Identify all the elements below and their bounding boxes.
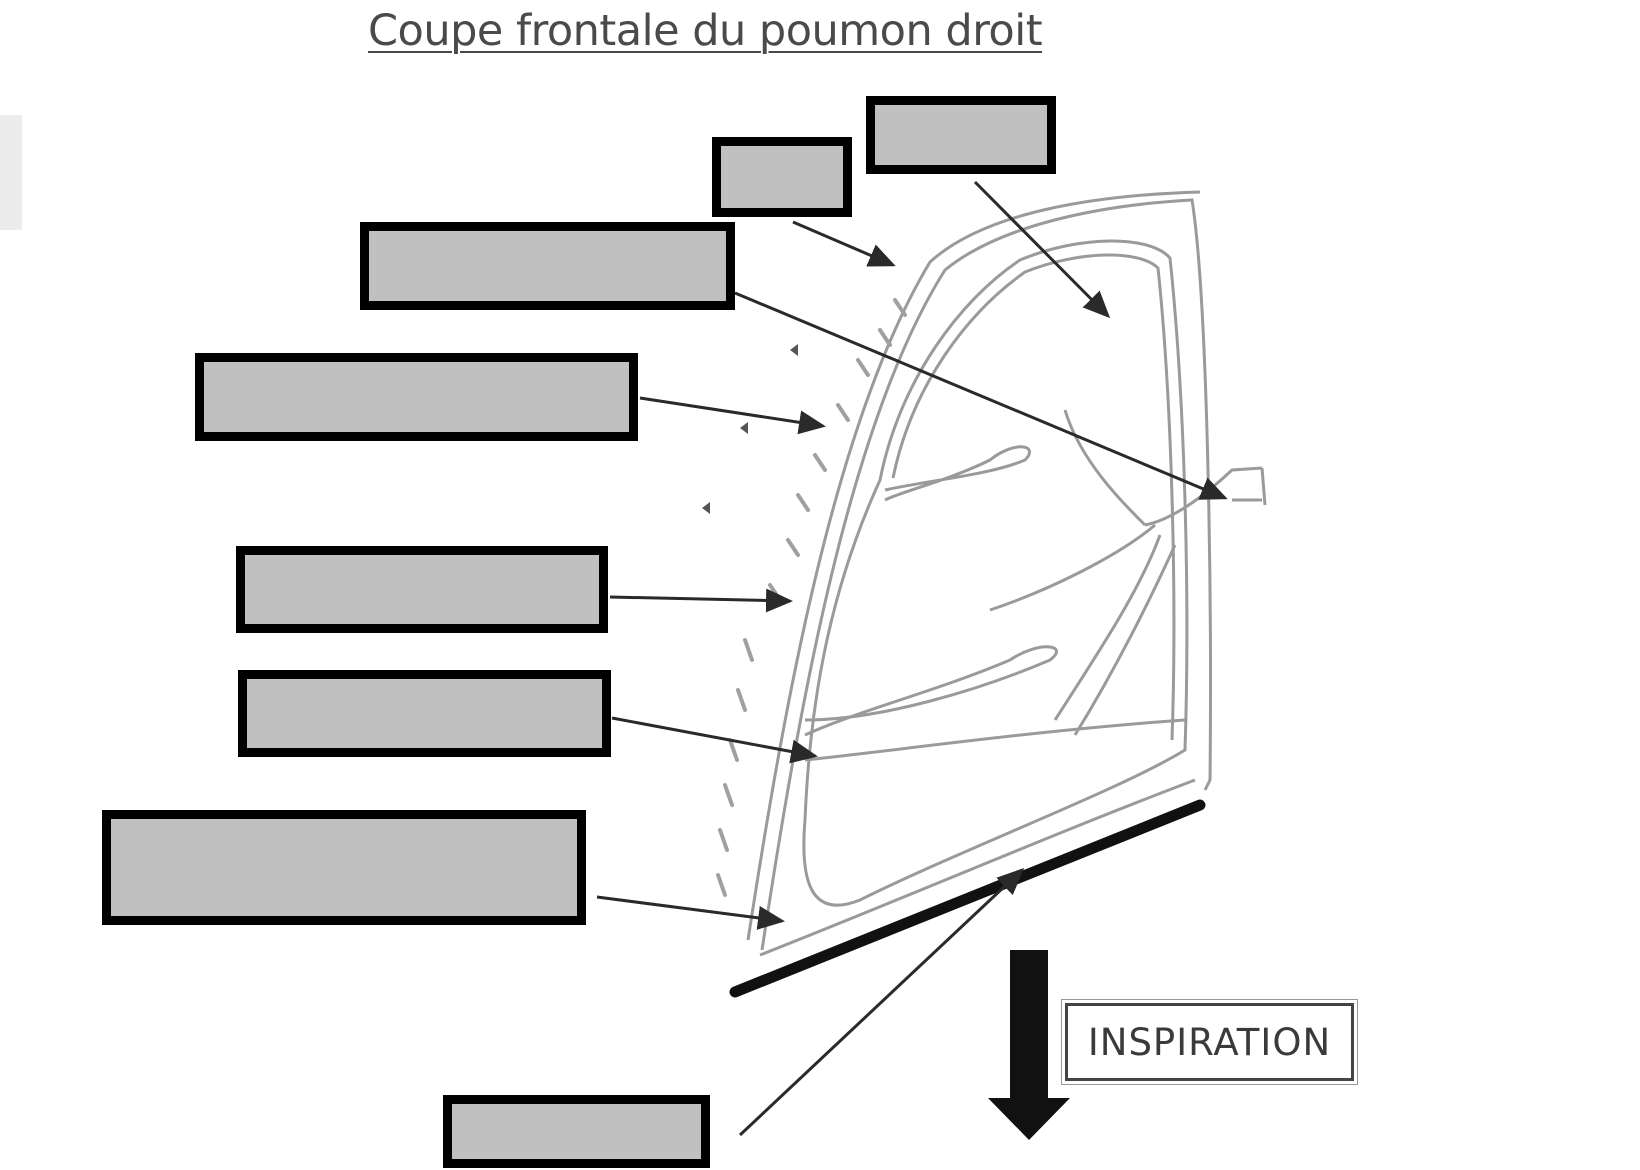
diagram-title: Coupe frontale du poumon droit [368,6,1043,56]
label-box-8[interactable] [443,1095,710,1168]
label-box-6[interactable] [238,670,611,757]
inspiration-arrow [988,950,1070,1140]
leader-lines [596,180,1228,1137]
label-box-4[interactable] [195,353,638,441]
inspiration-label: INSPIRATION [1061,999,1358,1085]
bronchial-tree [989,409,1267,736]
label-box-7[interactable] [102,810,586,925]
wall-dots [702,344,798,514]
rib-hatching [716,298,907,897]
label-box-2[interactable] [712,137,852,217]
thoracic-wall [746,190,1212,951]
lung-fissures [804,445,1186,762]
label-box-5[interactable] [236,546,608,633]
scan-smudge [0,115,22,230]
diaphragm [729,799,1206,998]
label-box-1[interactable] [866,96,1056,174]
label-box-3[interactable] [360,222,735,310]
lung-outline [802,239,1189,907]
